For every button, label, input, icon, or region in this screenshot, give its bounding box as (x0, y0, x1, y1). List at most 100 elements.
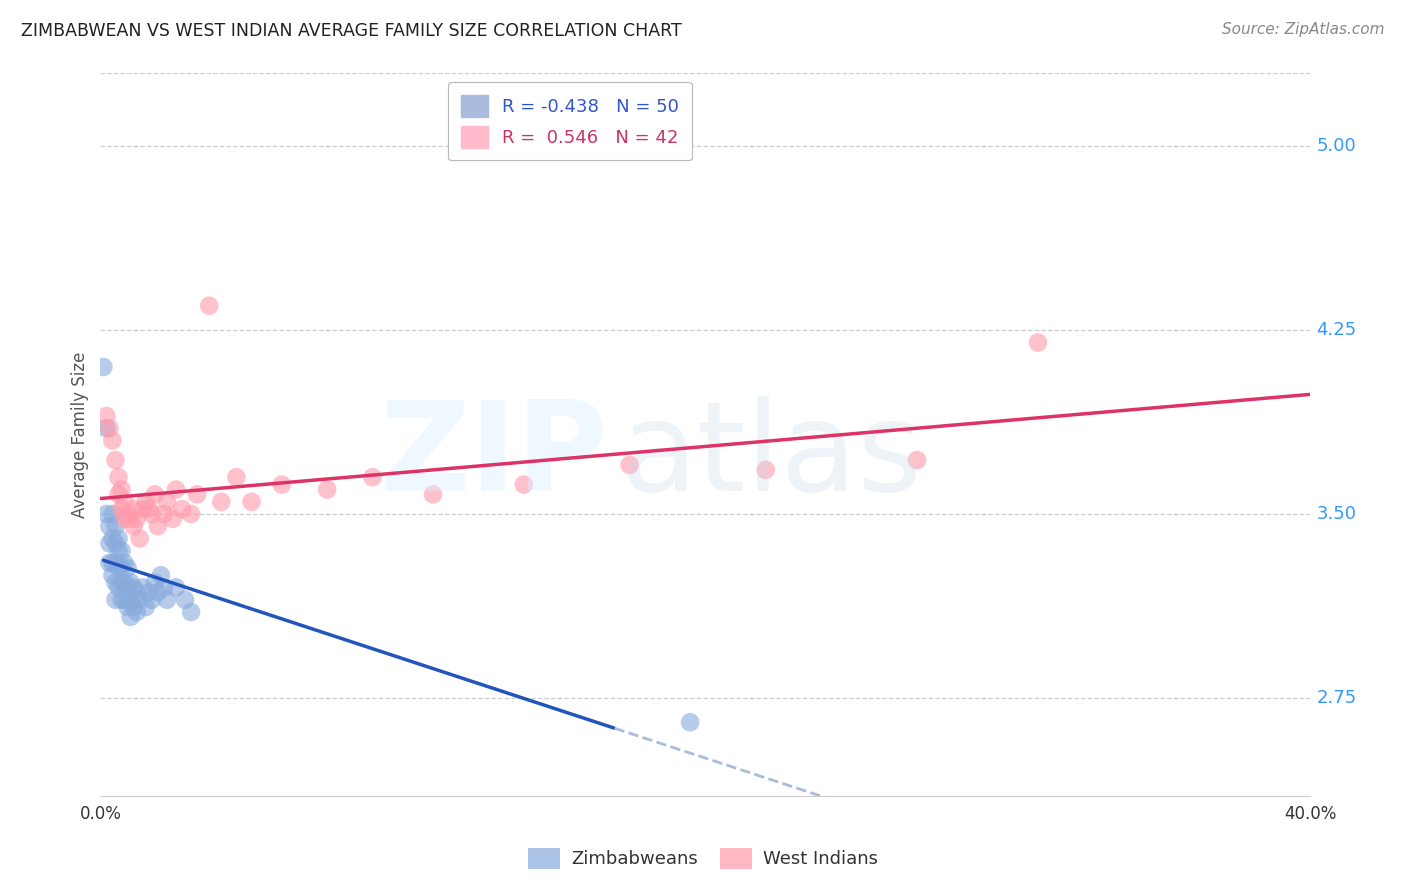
Point (114, 556, 136, 570)
Point (114, 494, 136, 508)
Point (146, 585, 169, 599)
Point (107, 470, 129, 484)
Point (128, 532, 150, 546)
Legend: R = -0.438   N = 50, R =  0.546   N = 42: R = -0.438 N = 50, R = 0.546 N = 42 (449, 82, 692, 161)
Point (225, 470, 247, 484)
Point (240, 494, 263, 508)
Text: Source: ZipAtlas.com: Source: ZipAtlas.com (1222, 22, 1385, 37)
Point (679, 715, 702, 730)
Text: 2.75: 2.75 (1316, 689, 1357, 706)
Point (117, 507, 139, 521)
Point (180, 507, 202, 521)
Point (141, 507, 163, 521)
Point (98, 519, 121, 533)
Point (101, 556, 124, 570)
Point (101, 532, 124, 546)
Point (165, 581, 187, 595)
Point (122, 581, 145, 595)
Point (125, 585, 148, 599)
Point (107, 561, 129, 575)
Point (107, 581, 129, 595)
Text: 4.25: 4.25 (1316, 321, 1357, 339)
Point (120, 512, 142, 526)
Point (361, 470, 384, 484)
Point (270, 477, 292, 491)
Point (96, 507, 118, 521)
Point (107, 487, 129, 501)
Point (120, 610, 142, 624)
Point (110, 483, 132, 497)
Point (120, 592, 142, 607)
Point (96, 421, 118, 435)
Point (117, 561, 139, 575)
Point (153, 581, 176, 595)
Point (198, 299, 221, 313)
Point (174, 592, 197, 607)
Y-axis label: Average Family Size: Average Family Size (72, 351, 89, 517)
Point (110, 543, 132, 558)
Point (186, 487, 208, 501)
Point (422, 487, 444, 501)
Point (156, 592, 179, 607)
Point (114, 592, 136, 607)
Point (755, 463, 778, 477)
Point (114, 575, 136, 590)
Point (143, 487, 166, 501)
Point (114, 512, 136, 526)
Text: atlas: atlas (620, 395, 922, 516)
Text: ZIP: ZIP (380, 395, 609, 516)
Point (110, 502, 132, 516)
Point (120, 575, 142, 590)
Point (101, 568, 124, 582)
Point (104, 556, 127, 570)
Point (110, 592, 132, 607)
Point (513, 477, 536, 491)
Legend: Zimbabweans, West Indians: Zimbabweans, West Indians (520, 840, 886, 876)
Point (98, 556, 121, 570)
Point (149, 568, 172, 582)
Point (143, 575, 166, 590)
Point (128, 592, 150, 607)
Point (135, 600, 157, 615)
Point (107, 532, 129, 546)
Point (131, 581, 153, 595)
Point (104, 519, 127, 533)
Point (131, 502, 153, 516)
Point (180, 605, 202, 619)
Point (165, 483, 187, 497)
Point (110, 561, 132, 575)
Point (107, 543, 129, 558)
Point (146, 519, 169, 533)
Point (96, 409, 118, 423)
Point (110, 575, 132, 590)
Point (93, 359, 115, 374)
Point (138, 502, 160, 516)
Point (122, 519, 145, 533)
Point (170, 502, 193, 516)
Point (101, 507, 124, 521)
Point (98, 421, 121, 435)
Point (316, 483, 339, 497)
Point (162, 512, 184, 526)
Point (104, 592, 127, 607)
Point (122, 600, 145, 615)
Point (125, 605, 148, 619)
Point (104, 453, 127, 467)
Point (125, 512, 148, 526)
Text: 3.50: 3.50 (1316, 505, 1357, 523)
Text: ZIMBABWEAN VS WEST INDIAN AVERAGE FAMILY SIZE CORRELATION CHART: ZIMBABWEAN VS WEST INDIAN AVERAGE FAMILY… (21, 22, 682, 40)
Point (117, 581, 139, 595)
Point (101, 434, 124, 448)
Point (104, 536, 127, 550)
Point (135, 494, 157, 508)
Point (619, 458, 641, 472)
Point (905, 453, 928, 467)
Point (104, 575, 127, 590)
Point (141, 592, 163, 607)
Point (209, 494, 232, 508)
Text: 5.00: 5.00 (1316, 137, 1355, 155)
Point (156, 494, 179, 508)
Point (98, 536, 121, 550)
Point (1026, 335, 1049, 350)
Point (117, 600, 139, 615)
